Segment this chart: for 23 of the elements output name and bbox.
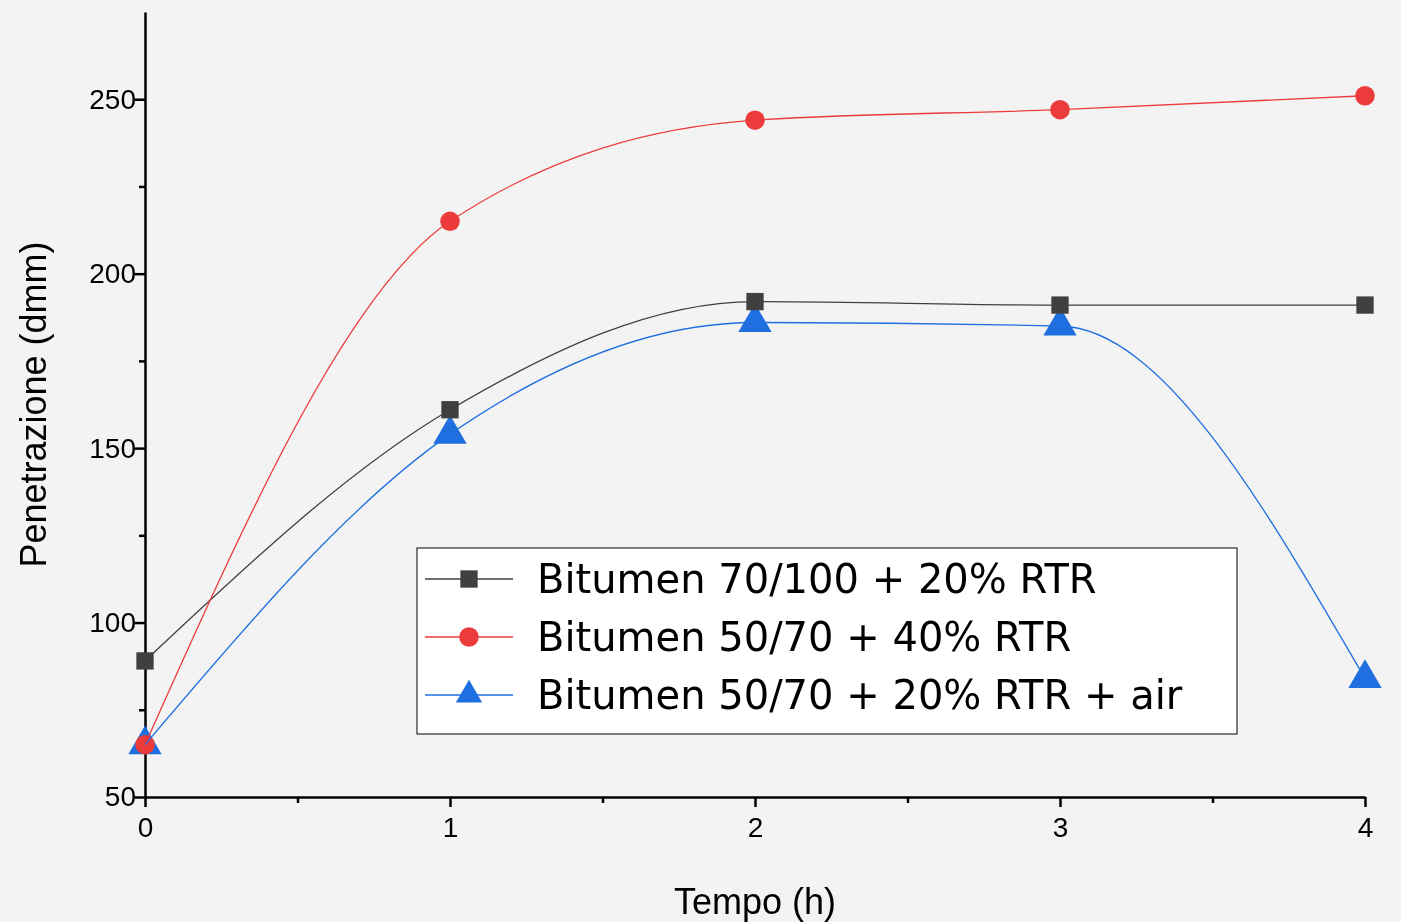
x-tick-label: 1: [442, 811, 459, 843]
point: [1051, 296, 1069, 314]
point: [440, 211, 460, 232]
legend-label: Bitumen 50/70 + 20% RTR + air: [537, 672, 1183, 718]
point: [746, 292, 764, 311]
y-tick-label: 200: [89, 258, 136, 290]
point: [1356, 296, 1374, 314]
x-tick-label: 0: [137, 811, 154, 843]
y-axis-title: Penetrazione (dmm): [13, 241, 54, 568]
point: [136, 652, 154, 670]
y-tick-label: 150: [89, 432, 136, 464]
legend-label: Bitumen 70/100 + 20% RTR: [537, 556, 1097, 602]
point: [1355, 85, 1375, 106]
point: [1050, 99, 1070, 120]
x-tick-label: 4: [1357, 811, 1374, 843]
legend-label: Bitumen 50/70 + 40% RTR: [537, 614, 1072, 660]
x-tick-label: 2: [747, 811, 764, 843]
x-axis-title: Tempo (h): [673, 881, 837, 922]
y-tick-label: 100: [89, 607, 136, 639]
x-tick-label: 3: [1052, 811, 1069, 843]
y-tick-label: 50: [104, 781, 136, 813]
point: [441, 401, 459, 419]
y-tick-label: 250: [89, 83, 136, 115]
